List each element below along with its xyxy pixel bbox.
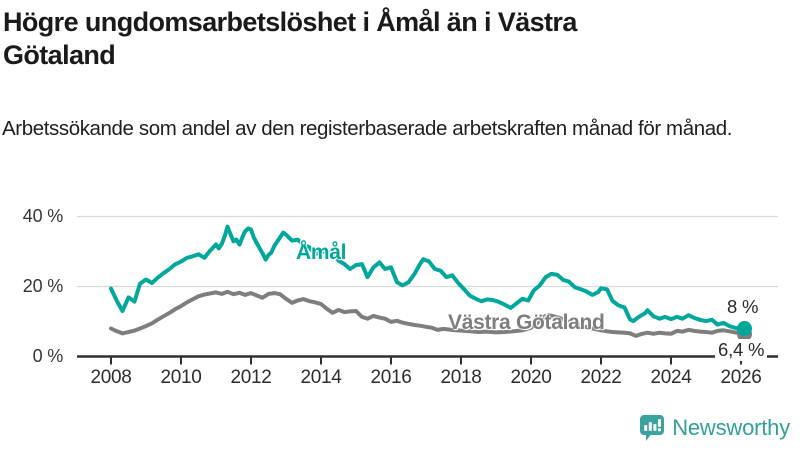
chart-title: Högre ungdomsarbetslöshet i Åmål än i Vä… [3, 7, 577, 70]
newsworthy-logo-icon [639, 414, 665, 442]
newsworthy-branding: Newsworthy [639, 414, 790, 442]
x-tick-label-2016: 2016 [370, 367, 412, 388]
y-tick-label-40: 40 % [22, 205, 63, 226]
chart-subtitle: Arbetssökande som andel av den registerb… [2, 117, 733, 140]
end-dot--m-l [737, 321, 752, 336]
newsworthy-wordmark: Newsworthy [672, 415, 790, 440]
x-tick-label-2008: 2008 [90, 367, 132, 388]
x-tick-label-2012: 2012 [230, 367, 272, 388]
x-tick-label-2014: 2014 [300, 367, 342, 388]
data-line-v-stra-g-taland [109, 289, 747, 338]
y-tick-label-20: 20 % [22, 275, 63, 296]
x-tick-label-2020: 2020 [510, 367, 552, 388]
end-value-label-amal: 8 % [727, 296, 759, 317]
x-tick-label-2024: 2024 [650, 367, 692, 388]
end-value-label-vastra-gotaland: 6,4 % [715, 339, 768, 361]
y-tick-label-0: 0 % [32, 345, 64, 366]
x-tick-label-2026: 2026 [720, 367, 762, 388]
x-tick-label-2018: 2018 [440, 367, 482, 388]
x-tick-label-2010: 2010 [160, 367, 202, 388]
series-label-amal: Åmål [296, 241, 347, 264]
x-tick-label-2022: 2022 [580, 367, 622, 388]
series-label-vastra-gotaland: Västra Götaland [448, 311, 605, 334]
data-line--m-l [109, 224, 747, 332]
